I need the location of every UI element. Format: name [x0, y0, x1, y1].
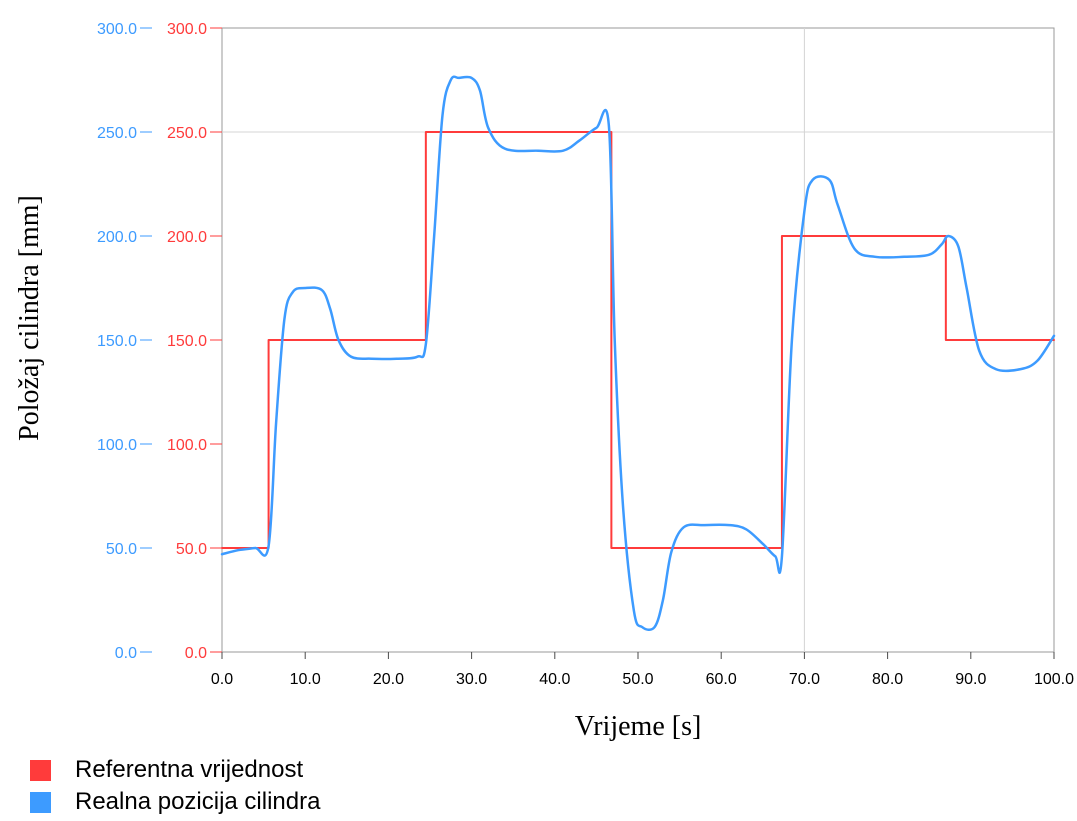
y-tick-label-red-6: 300.0: [167, 21, 207, 38]
y-tick-label-red-5: 250.0: [167, 125, 207, 142]
x-tick-label-3: 30.0: [456, 671, 487, 688]
x-tick-label-8: 80.0: [872, 671, 903, 688]
y-tick-label-blue-2: 100.0: [97, 437, 137, 454]
y-tick-label-blue-5: 250.0: [97, 125, 137, 142]
y-axis-title: Položaj cilindra [mm]: [14, 195, 45, 441]
y-tick-label-blue-3: 150.0: [97, 333, 137, 350]
x-tick-label-0: 0.0: [211, 671, 233, 688]
x-tick-label-5: 50.0: [622, 671, 653, 688]
x-tick-label-6: 60.0: [706, 671, 737, 688]
legend-label-realna: Realna pozicija cilindra: [75, 788, 321, 815]
legend: Referentna vrijednost Realna pozicija ci…: [30, 756, 550, 816]
y-tick-label-red-4: 200.0: [167, 229, 207, 246]
x-tick-label-9: 90.0: [955, 671, 986, 688]
y-tick-label-red-3: 150.0: [167, 333, 207, 350]
y-tick-label-blue-1: 50.0: [106, 541, 137, 558]
x-tick-label-10: 100.0: [1034, 671, 1074, 688]
series-layer: [220, 75, 1056, 632]
series-line-referentna: [221, 131, 1055, 549]
y-tick-label-red-2: 100.0: [167, 437, 207, 454]
legend-swatch-referentna: [30, 759, 51, 781]
y-tick-label-red-0: 0.0: [185, 645, 207, 662]
x-tick-label-7: 70.0: [789, 671, 820, 688]
y-tick-label-blue-0: 0.0: [115, 645, 137, 662]
x-tick-label-4: 40.0: [539, 671, 570, 688]
legend-item-referentna: Referentna vrijednost: [30, 756, 550, 784]
y-tick-label-red-1: 50.0: [176, 541, 207, 558]
y-tick-label-blue-4: 200.0: [97, 229, 137, 246]
x-tick-label-1: 10.0: [290, 671, 321, 688]
legend-item-realna: Realna pozicija cilindra: [30, 788, 550, 816]
x-axis-title: Vrijeme [s]: [575, 711, 702, 742]
legend-label-referentna: Referentna vrijednost: [75, 756, 304, 783]
legend-swatch-realna: [30, 791, 51, 813]
x-tick-label-2: 20.0: [373, 671, 404, 688]
grid-layer: [222, 28, 1054, 652]
y-tick-label-blue-6: 300.0: [97, 21, 137, 38]
series-line-realna: [220, 75, 1056, 632]
